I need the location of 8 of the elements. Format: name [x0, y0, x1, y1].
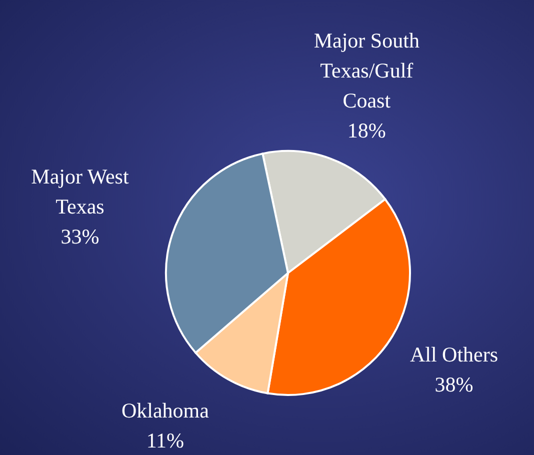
- data-label: 11%: [146, 428, 184, 452]
- slice-label: Major West Texas: [31, 164, 129, 218]
- data-label: 38%: [434, 372, 474, 397]
- data-label: 18%: [347, 118, 386, 143]
- slice-label: Oklahoma: [121, 398, 210, 422]
- slice-label: Major South Texas/Gulf Coast: [314, 28, 420, 113]
- data-label: 33%: [60, 224, 100, 248]
- slice-label: All Others: [410, 342, 498, 367]
